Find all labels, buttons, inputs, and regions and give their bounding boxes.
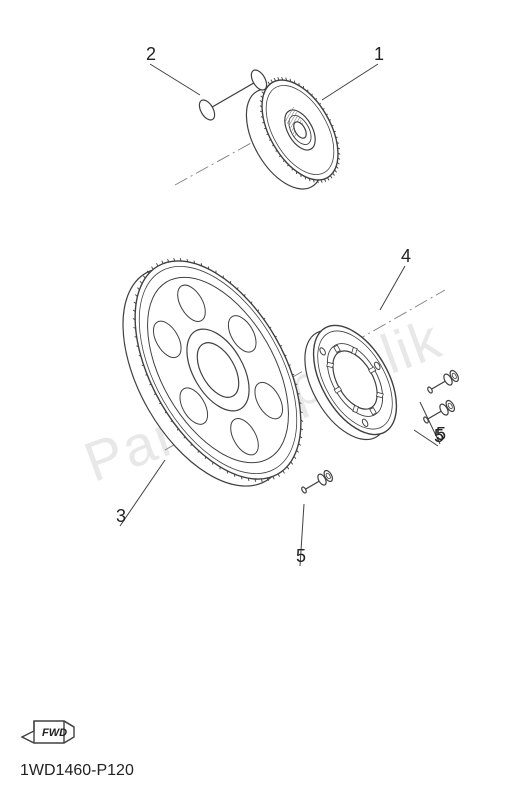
callout-1: 1 bbox=[374, 44, 384, 65]
callout-5: 5 bbox=[434, 426, 444, 447]
callout-4: 4 bbox=[401, 246, 411, 267]
callout-5: 5 bbox=[296, 546, 306, 567]
callout-3: 3 bbox=[116, 506, 126, 527]
diagram-code: 1WD1460-P120 bbox=[20, 762, 134, 780]
diagram-area: PartsRepublik 1234555 FWD 1WD1460-P120 bbox=[0, 0, 525, 800]
callout-2: 2 bbox=[146, 44, 156, 65]
fwd-indicator: FWD bbox=[20, 713, 76, 752]
leaders-svg bbox=[0, 0, 525, 800]
fwd-label: FWD bbox=[42, 727, 67, 739]
